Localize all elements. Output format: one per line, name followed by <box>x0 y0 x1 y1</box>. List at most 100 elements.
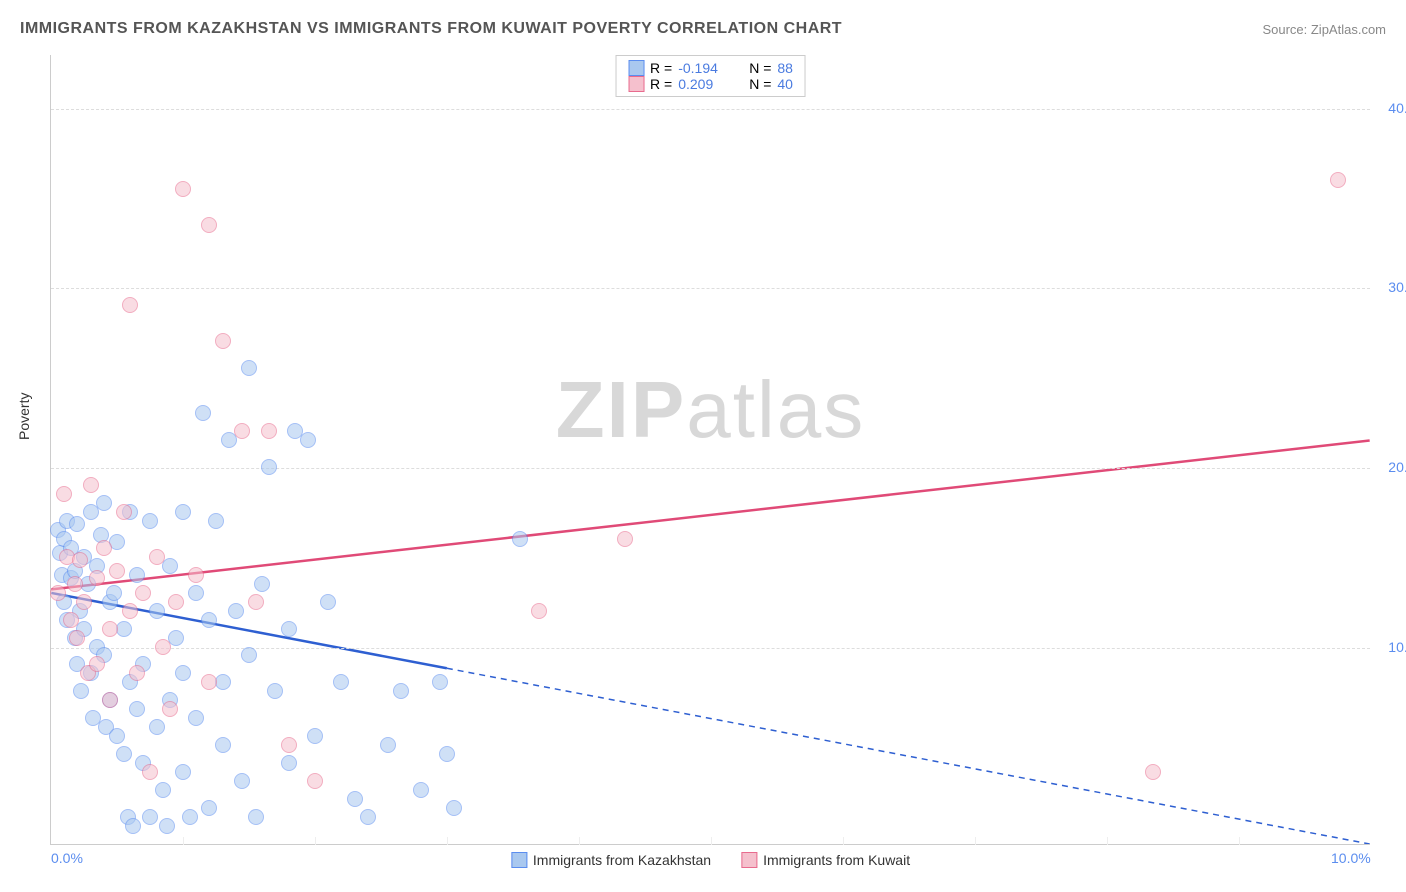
data-point-kuwait <box>162 701 178 717</box>
data-point-kuwait <box>307 773 323 789</box>
data-point-kuwait <box>116 504 132 520</box>
data-point-kazakhstan <box>195 405 211 421</box>
data-point-kazakhstan <box>215 737 231 753</box>
correlation-legend: R = -0.194 N = 88 R = 0.209 N = 40 <box>615 55 806 97</box>
y-tick-label: 10.0% <box>1388 639 1406 655</box>
legend-r-value: 0.209 <box>678 76 733 92</box>
data-point-kazakhstan <box>360 809 376 825</box>
legend-swatch <box>628 60 644 76</box>
data-point-kuwait <box>248 594 264 610</box>
watermark: ZIPatlas <box>556 364 865 456</box>
data-point-kuwait <box>89 656 105 672</box>
x-tick <box>315 837 316 845</box>
data-point-kazakhstan <box>142 513 158 529</box>
correlation-legend-row: R = 0.209 N = 40 <box>628 76 793 92</box>
series-legend-label: Immigrants from Kazakhstan <box>533 852 711 868</box>
data-point-kuwait <box>215 333 231 349</box>
data-point-kuwait <box>135 585 151 601</box>
data-point-kuwait <box>63 612 79 628</box>
data-point-kazakhstan <box>149 603 165 619</box>
data-point-kazakhstan <box>188 585 204 601</box>
data-point-kazakhstan <box>109 728 125 744</box>
data-point-kazakhstan <box>300 432 316 448</box>
data-point-kuwait <box>72 552 88 568</box>
data-point-kazakhstan <box>175 504 191 520</box>
data-point-kazakhstan <box>73 683 89 699</box>
trendline-kuwait <box>51 441 1369 590</box>
data-point-kuwait <box>83 477 99 493</box>
trend-lines <box>51 55 1370 844</box>
data-point-kazakhstan <box>188 710 204 726</box>
chart-source: Source: ZipAtlas.com <box>1262 22 1386 37</box>
data-point-kuwait <box>149 549 165 565</box>
scatter-chart: ZIPatlas R = -0.194 N = 88 R = 0.209 N =… <box>50 55 1370 845</box>
data-point-kuwait <box>96 540 112 556</box>
x-tick <box>843 837 844 845</box>
y-tick-label: 30.0% <box>1388 279 1406 295</box>
legend-n-label: N = <box>749 60 771 76</box>
gridline-h <box>51 468 1370 469</box>
data-point-kuwait <box>531 603 547 619</box>
data-point-kuwait <box>76 594 92 610</box>
data-point-kazakhstan <box>333 674 349 690</box>
data-point-kazakhstan <box>162 558 178 574</box>
data-point-kazakhstan <box>320 594 336 610</box>
data-point-kazakhstan <box>201 800 217 816</box>
series-legend: Immigrants from Kazakhstan Immigrants fr… <box>511 852 910 868</box>
data-point-kazakhstan <box>380 737 396 753</box>
data-point-kazakhstan <box>248 809 264 825</box>
y-tick-label: 20.0% <box>1388 459 1406 475</box>
x-tick <box>447 837 448 845</box>
legend-swatch <box>741 852 757 868</box>
data-point-kuwait <box>109 563 125 579</box>
data-point-kuwait <box>1145 764 1161 780</box>
data-point-kazakhstan <box>413 782 429 798</box>
data-point-kuwait <box>122 297 138 313</box>
data-point-kazakhstan <box>125 818 141 834</box>
x-tick-label: 0.0% <box>51 850 83 866</box>
data-point-kazakhstan <box>254 576 270 592</box>
data-point-kuwait <box>102 692 118 708</box>
data-point-kazakhstan <box>439 746 455 762</box>
data-point-kazakhstan <box>142 809 158 825</box>
data-point-kuwait <box>122 603 138 619</box>
data-point-kuwait <box>188 567 204 583</box>
data-point-kazakhstan <box>175 665 191 681</box>
data-point-kazakhstan <box>106 585 122 601</box>
x-tick-label: 10.0% <box>1331 850 1371 866</box>
data-point-kazakhstan <box>512 531 528 547</box>
data-point-kuwait <box>56 486 72 502</box>
data-point-kazakhstan <box>175 764 191 780</box>
correlation-legend-row: R = -0.194 N = 88 <box>628 60 793 76</box>
data-point-kazakhstan <box>234 773 250 789</box>
data-point-kazakhstan <box>432 674 448 690</box>
data-point-kuwait <box>201 217 217 233</box>
data-point-kuwait <box>175 181 191 197</box>
x-tick <box>975 837 976 845</box>
data-point-kazakhstan <box>307 728 323 744</box>
data-point-kuwait <box>155 639 171 655</box>
chart-header: IMMIGRANTS FROM KAZAKHSTAN VS IMMIGRANTS… <box>20 20 1386 38</box>
data-point-kuwait <box>617 531 633 547</box>
data-point-kuwait <box>281 737 297 753</box>
data-point-kazakhstan <box>182 809 198 825</box>
data-point-kazakhstan <box>208 513 224 529</box>
gridline-h <box>51 109 1370 110</box>
series-legend-item: Immigrants from Kazakhstan <box>511 852 711 868</box>
legend-r-label: R = <box>650 76 672 92</box>
data-point-kazakhstan <box>261 459 277 475</box>
data-point-kazakhstan <box>347 791 363 807</box>
data-point-kazakhstan <box>241 360 257 376</box>
trendline-dashed-kazakhstan <box>447 668 1370 844</box>
data-point-kazakhstan <box>155 782 171 798</box>
x-tick <box>711 837 712 845</box>
data-point-kazakhstan <box>149 719 165 735</box>
data-point-kuwait <box>102 621 118 637</box>
x-tick <box>579 837 580 845</box>
legend-swatch <box>628 76 644 92</box>
legend-r-label: R = <box>650 60 672 76</box>
data-point-kuwait <box>1330 172 1346 188</box>
data-point-kazakhstan <box>116 746 132 762</box>
data-point-kuwait <box>142 764 158 780</box>
data-point-kuwait <box>261 423 277 439</box>
